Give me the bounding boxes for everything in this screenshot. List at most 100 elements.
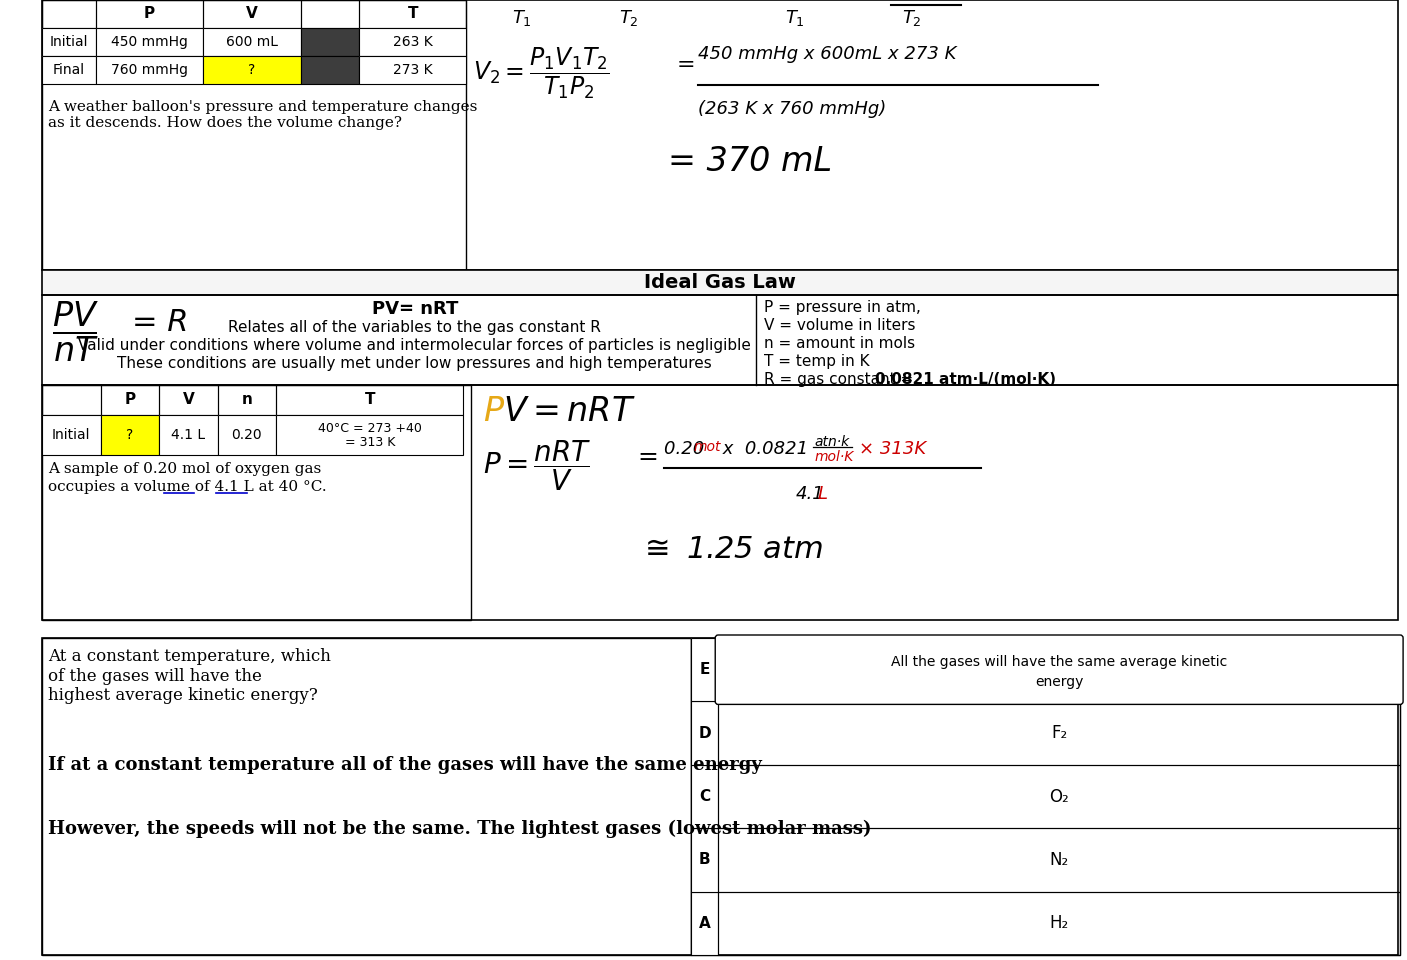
Text: $V = nRT$: $V = nRT$ [502, 395, 635, 428]
Bar [42, 56, 96, 84]
Bar [718, 892, 1400, 955]
Bar [359, 56, 467, 84]
Bar [691, 638, 718, 702]
Bar [42, 415, 100, 455]
Text: 0.0821 atm·L/(mol·K): 0.0821 atm·L/(mol·K) [875, 372, 1057, 387]
Bar [718, 828, 1400, 892]
Text: P = pressure in atm,: P = pressure in atm, [764, 300, 922, 315]
Bar [718, 765, 1400, 828]
Bar [301, 28, 359, 56]
Bar [301, 56, 359, 84]
Text: $T_1$: $T_1$ [785, 8, 805, 28]
Text: $T_1$: $T_1$ [512, 8, 532, 28]
Bar [159, 415, 218, 455]
Text: 450 mmHg: 450 mmHg [111, 35, 187, 49]
Bar [100, 385, 159, 415]
Text: H₂: H₂ [1050, 914, 1069, 932]
Text: T = temp in K: T = temp in K [764, 354, 870, 369]
Text: $\dfrac{PV}{nT}$: $\dfrac{PV}{nT}$ [52, 300, 98, 365]
Text: Initial: Initial [52, 428, 90, 442]
Bar [100, 415, 159, 455]
Text: F₂: F₂ [1051, 724, 1068, 742]
Bar [42, 0, 467, 270]
Text: If at a constant temperature all of the gases will have the same energy: If at a constant temperature all of the … [48, 756, 761, 774]
Text: 263 K: 263 K [393, 35, 432, 49]
Text: 760 mmHg: 760 mmHg [111, 63, 187, 77]
Bar [218, 415, 276, 455]
Text: =: = [637, 445, 658, 469]
Text: Ideal Gas Law: Ideal Gas Law [644, 273, 796, 292]
Text: Relates all of the variables to the gas constant R: Relates all of the variables to the gas … [228, 320, 601, 335]
Text: $\mathbf{\mathit{P}}$: $\mathbf{\mathit{P}}$ [483, 395, 505, 428]
Text: $P = \dfrac{nRT}{V}$: $P = \dfrac{nRT}{V}$ [483, 438, 591, 492]
Bar [42, 638, 1399, 955]
Bar [718, 702, 1400, 765]
Bar [691, 892, 718, 955]
Bar [301, 56, 359, 84]
Text: mol·K: mol·K [815, 450, 854, 464]
Text: A sample of 0.20 mol of oxygen gas: A sample of 0.20 mol of oxygen gas [48, 462, 321, 476]
Text: Valid under conditions where volume and intermolecular forces of particles is ne: Valid under conditions where volume and … [79, 338, 751, 353]
Text: L: L [817, 485, 827, 503]
Bar [203, 28, 301, 56]
Bar [96, 28, 203, 56]
Text: Initial: Initial [49, 35, 89, 49]
Bar [203, 28, 301, 56]
Text: atn·k: atn·k [815, 435, 850, 449]
Text: However, the speeds will not be the same. The lightest gases (lowest molar mass): However, the speeds will not be the same… [48, 820, 871, 838]
Bar [42, 385, 100, 415]
Text: E: E [699, 662, 709, 677]
Text: A: A [699, 916, 711, 931]
Bar [42, 385, 1399, 620]
Bar [691, 828, 718, 892]
Text: n = amount in mols: n = amount in mols [764, 336, 915, 351]
Text: mot: mot [694, 440, 722, 454]
Text: T: T [364, 393, 376, 407]
Text: ?: ? [127, 428, 134, 442]
Text: PV= nRT: PV= nRT [371, 300, 457, 318]
Text: ?: ? [248, 63, 256, 77]
Text: R = gas constant =: R = gas constant = [764, 372, 919, 387]
Bar [359, 28, 467, 56]
Text: 273 K: 273 K [393, 63, 432, 77]
Bar [96, 0, 203, 28]
Bar [691, 892, 718, 955]
Bar [42, 56, 96, 84]
Text: × 313K: × 313K [858, 440, 926, 458]
Text: 4.1: 4.1 [795, 485, 825, 503]
Bar [42, 28, 96, 56]
Bar [276, 385, 463, 415]
Bar [301, 28, 359, 56]
Bar [42, 270, 1399, 295]
Bar [42, 28, 96, 56]
Text: 0.20: 0.20 [664, 440, 709, 458]
Bar [691, 702, 718, 765]
Bar [203, 0, 301, 28]
Bar [718, 633, 1400, 670]
Text: = R: = R [132, 308, 189, 337]
Text: At a constant temperature, which
of the gases will have the
highest average kine: At a constant temperature, which of the … [48, 648, 331, 705]
Bar [691, 702, 718, 765]
Text: P: P [124, 393, 135, 407]
Bar [203, 56, 301, 84]
Text: B: B [699, 852, 711, 868]
Text: V: V [183, 393, 194, 407]
Bar [691, 638, 718, 702]
Bar [42, 385, 471, 620]
Text: D: D [698, 726, 711, 740]
Text: V = volume in liters: V = volume in liters [764, 318, 916, 333]
Bar [691, 765, 718, 828]
Text: $T_2$: $T_2$ [619, 8, 639, 28]
Bar [218, 385, 276, 415]
Text: N₂: N₂ [1050, 851, 1069, 869]
Text: (263 K x 760 mmHg): (263 K x 760 mmHg) [698, 100, 886, 118]
Text: 40°C = 273 +40: 40°C = 273 +40 [318, 422, 422, 436]
Text: $T_2$: $T_2$ [902, 8, 922, 28]
Bar [359, 28, 467, 56]
Text: $V_2 = \dfrac{P_1V_1T_2}{T_1P_2}$: $V_2 = \dfrac{P_1V_1T_2}{T_1P_2}$ [473, 45, 611, 101]
Text: Final: Final [52, 63, 84, 77]
Text: C: C [699, 789, 711, 804]
Text: energy: energy [1036, 676, 1083, 689]
Bar [100, 415, 159, 455]
Text: T: T [408, 7, 418, 21]
